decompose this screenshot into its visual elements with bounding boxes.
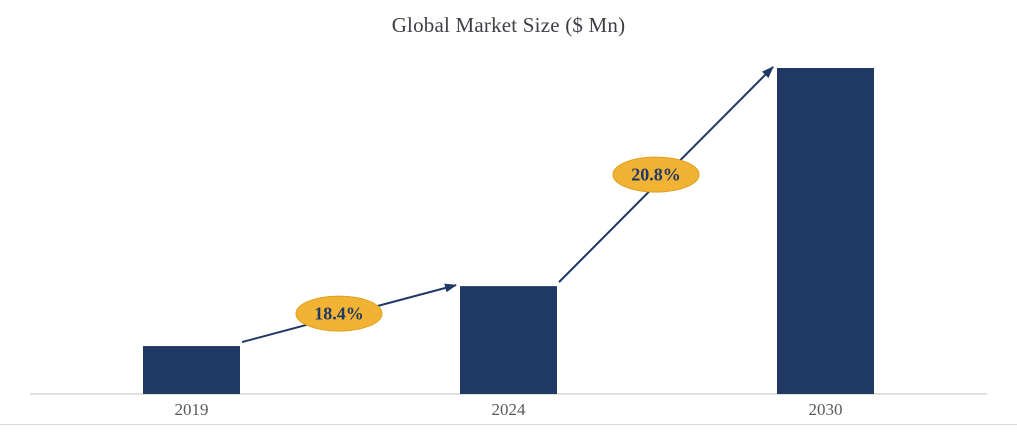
x-tick-label-2030: 2030: [809, 400, 843, 419]
chart-title: Global Market Size ($ Mn): [391, 13, 626, 37]
cagr-badge-2: [612, 156, 700, 193]
bar-2019: [143, 346, 240, 394]
x-tick-label-2024: 2024: [492, 400, 527, 419]
cagr-badge-1: [295, 295, 383, 332]
cagr-badge-label-1: 18.4%: [314, 304, 364, 324]
x-tick-label-2019: 2019: [175, 400, 209, 419]
bar-2024: [460, 286, 557, 394]
cagr-badge-label-2: 20.8%: [631, 165, 681, 185]
bar-2030: [777, 68, 874, 394]
